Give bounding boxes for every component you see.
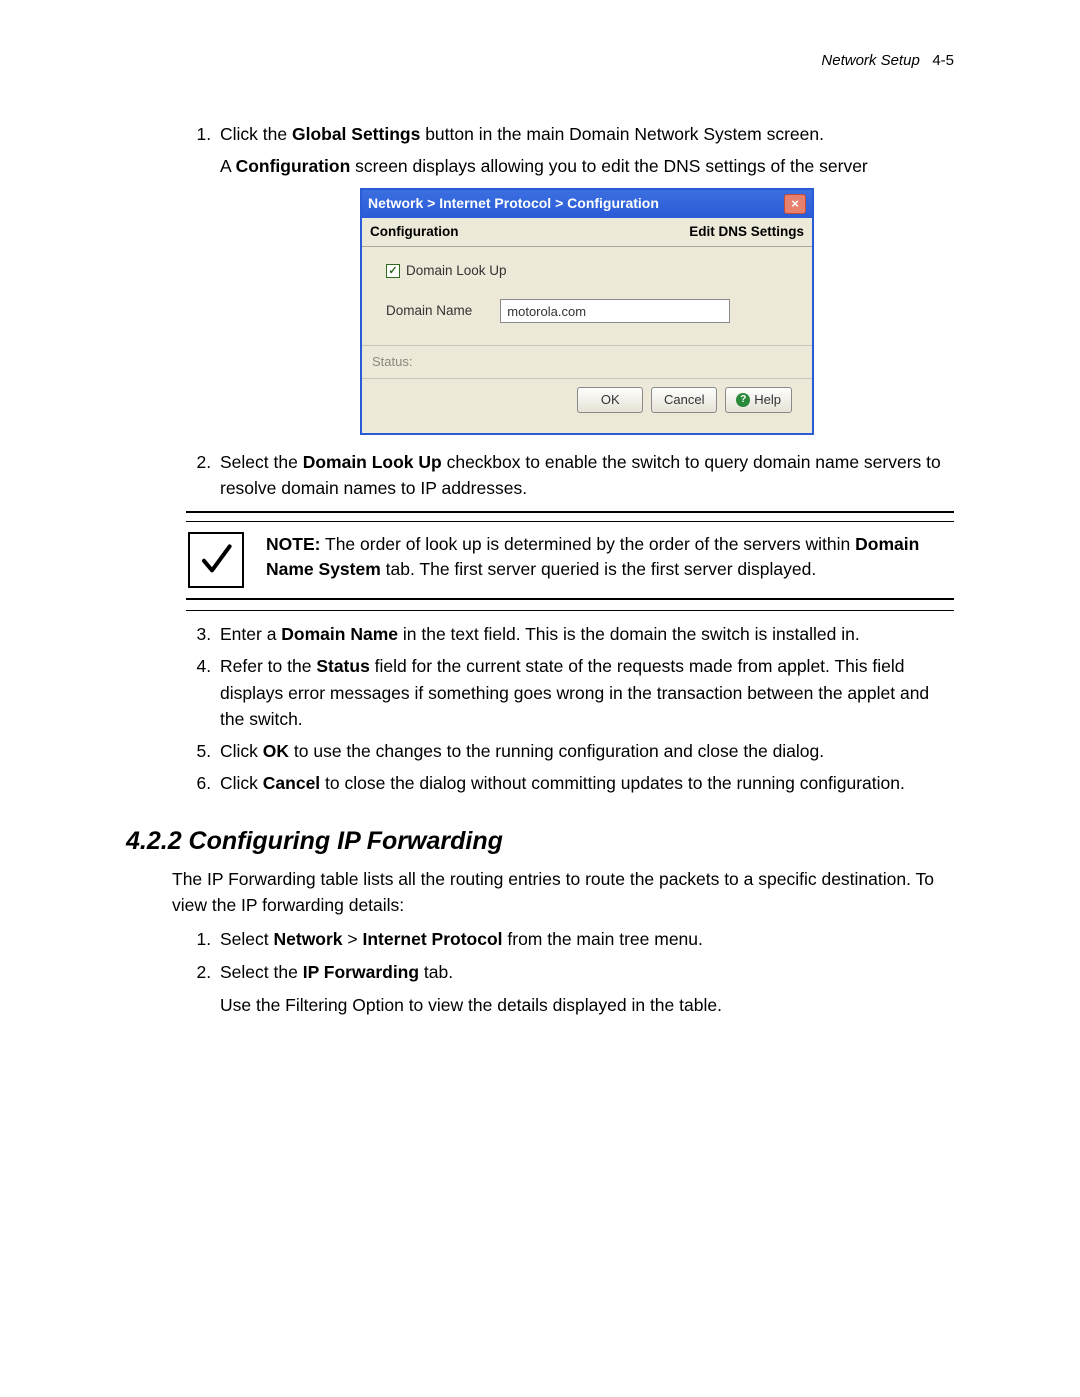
- domain-lookup-row: ✓ Domain Look Up: [386, 261, 796, 281]
- header-page-num: 4-5: [932, 52, 954, 69]
- config-label: Configuration: [370, 222, 458, 242]
- note-bold1: NOTE:: [266, 534, 320, 554]
- step-5: Click OK to use the changes to the runni…: [216, 738, 954, 764]
- domain-lookup-label: Domain Look Up: [406, 261, 507, 281]
- sec2-s2-bold: IP Forwarding: [303, 962, 419, 982]
- dialog-body: ✓ Domain Look Up Domain Name Status: OK: [362, 247, 812, 433]
- status-label: Status:: [372, 354, 412, 369]
- ok-label: OK: [601, 390, 620, 410]
- steps-list-2: Enter a Domain Name in the text field. T…: [126, 621, 954, 797]
- dialog-breadcrumb: Network > Internet Protocol > Configurat…: [368, 193, 659, 214]
- step2-bold: Domain Look Up: [303, 452, 442, 472]
- ok-button[interactable]: OK: [577, 387, 643, 413]
- help-button[interactable]: ? Help: [725, 387, 792, 413]
- help-label: Help: [754, 390, 781, 410]
- step-4: Refer to the Status field for the curren…: [216, 653, 954, 732]
- dialog-buttons: OK Cancel ? Help: [386, 379, 802, 423]
- sec2-step2: Select the IP Forwarding tab. Use the Fi…: [216, 959, 954, 1019]
- step-2: Select the Domain Look Up checkbox to en…: [216, 449, 954, 502]
- steps-list-1: Click the Global Settings button in the …: [126, 121, 954, 501]
- cancel-label: Cancel: [664, 390, 704, 410]
- sec2-s2-post: tab.: [419, 962, 453, 982]
- cancel-button[interactable]: Cancel: [651, 387, 717, 413]
- section2-intro: The IP Forwarding table lists all the ro…: [172, 866, 954, 919]
- step1-sub-pre: A: [220, 156, 236, 176]
- s5-pre: Click: [220, 741, 263, 761]
- note-block: NOTE: The order of look up is determined…: [186, 511, 954, 611]
- s3-post: in the text field. This is the domain th…: [398, 624, 860, 644]
- sec2-s1-post: from the main tree menu.: [503, 929, 703, 949]
- dialog-titlebar: Network > Internet Protocol > Configurat…: [362, 190, 812, 218]
- section2-steps: Select Network > Internet Protocol from …: [126, 926, 954, 1019]
- s6-post: to close the dialog without committing u…: [320, 773, 905, 793]
- edit-dns-label: Edit DNS Settings: [689, 222, 804, 242]
- s6-bold: Cancel: [263, 773, 320, 793]
- checkmark-icon: [188, 532, 244, 588]
- sec2-s1-b1: Network: [274, 929, 343, 949]
- s3-pre: Enter a: [220, 624, 281, 644]
- note-text2: tab. The first server queried is the fir…: [381, 559, 816, 579]
- status-row: Status:: [362, 345, 812, 379]
- step1-pre: Click the: [220, 124, 292, 144]
- domain-name-input[interactable]: [500, 299, 730, 323]
- note-inner: NOTE: The order of look up is determined…: [186, 521, 954, 600]
- step1-sub-bold: Configuration: [236, 156, 351, 176]
- close-icon: ×: [791, 194, 799, 214]
- config-dialog: Network > Internet Protocol > Configurat…: [360, 188, 814, 435]
- step-6: Click Cancel to close the dialog without…: [216, 770, 954, 796]
- close-button[interactable]: ×: [784, 194, 806, 214]
- s5-post: to use the changes to the running config…: [289, 741, 824, 761]
- note-text: NOTE: The order of look up is determined…: [266, 532, 954, 583]
- s5-bold: OK: [263, 741, 289, 761]
- sec2-s1-b2: Internet Protocol: [363, 929, 503, 949]
- sec2-s2-sub: Use the Filtering Option to view the det…: [220, 992, 954, 1019]
- note-text1: The order of look up is determined by th…: [320, 534, 855, 554]
- header-section: Network Setup: [821, 52, 919, 69]
- section-heading-422: 4.2.2 Configuring IP Forwarding: [126, 827, 954, 856]
- step-3: Enter a Domain Name in the text field. T…: [216, 621, 954, 647]
- page-header: Network Setup 4-5: [126, 52, 954, 69]
- step2-pre: Select the: [220, 452, 303, 472]
- dialog-screenshot: Network > Internet Protocol > Configurat…: [220, 188, 954, 435]
- sec2-s1-mid: >: [343, 929, 363, 949]
- dialog-subheader: Configuration Edit DNS Settings: [362, 218, 812, 247]
- s4-bold: Status: [316, 656, 369, 676]
- domain-name-label: Domain Name: [386, 301, 472, 321]
- step1-bold: Global Settings: [292, 124, 420, 144]
- sec2-s2-pre: Select the: [220, 962, 303, 982]
- step-1: Click the Global Settings button in the …: [216, 121, 954, 435]
- s3-bold: Domain Name: [281, 624, 398, 644]
- step1-subpara: A Configuration screen displays allowing…: [220, 153, 954, 179]
- s4-pre: Refer to the: [220, 656, 316, 676]
- step1-post: button in the main Domain Network System…: [420, 124, 824, 144]
- domain-name-row: Domain Name: [386, 299, 796, 323]
- domain-lookup-checkbox[interactable]: ✓: [386, 264, 400, 278]
- sec2-s1-pre: Select: [220, 929, 274, 949]
- s6-pre: Click: [220, 773, 263, 793]
- help-icon: ?: [736, 393, 750, 407]
- sec2-step1: Select Network > Internet Protocol from …: [216, 926, 954, 953]
- step1-sub-post: screen displays allowing you to edit the…: [350, 156, 867, 176]
